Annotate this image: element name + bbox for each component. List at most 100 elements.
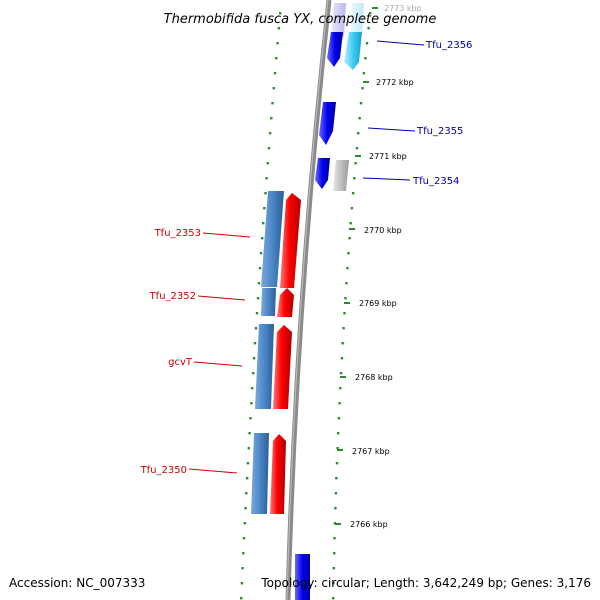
ring-dot	[369, 12, 372, 15]
leader-line	[376, 40, 425, 46]
gene-label-tfu-2356[interactable]: Tfu_2356	[376, 40, 472, 51]
tick-label: 2771 kbp	[369, 152, 407, 161]
ring-dot	[266, 162, 269, 165]
ring-dot	[261, 237, 264, 240]
ring-dot	[279, 12, 282, 15]
ring-dot	[358, 117, 361, 120]
ring-dot	[362, 72, 366, 75]
scale-ticks: 2773 kbp 2772 kbp 2771 kbp 2770 kbp 2769…	[335, 4, 422, 529]
gene-tfu-2354-arrow	[315, 158, 330, 189]
ring-dot	[332, 597, 335, 600]
leader-line	[193, 361, 243, 367]
gene-label-tfu-2353[interactable]: Tfu_2353	[154, 228, 251, 239]
gene-label-tfu-2354[interactable]: Tfu_2354	[362, 176, 459, 187]
gene-tfu-2352-arrow	[277, 288, 294, 317]
ring-dot	[268, 132, 272, 135]
gene-label-tfu-2355[interactable]: Tfu_2355	[367, 126, 463, 137]
accession-text: Accession: NC_007333	[9, 576, 145, 590]
scale-tick: 2773 kbp	[372, 4, 422, 13]
genome-backbone	[285, 0, 332, 600]
gene-tfu-2350-arrow	[270, 434, 286, 514]
leader-line	[188, 468, 238, 474]
gene-gcvt-arrow	[273, 325, 292, 409]
ring-dot	[367, 27, 370, 30]
cds-tfu-2350-bar	[251, 433, 269, 514]
ring-dot	[335, 462, 339, 465]
ring-dot	[242, 552, 245, 555]
ring-dot	[333, 537, 336, 540]
ring-dot	[241, 567, 244, 570]
gene-name[interactable]: Tfu_2350	[140, 465, 187, 476]
ring-dot	[265, 177, 268, 180]
ring-dot	[346, 267, 349, 270]
ring-dot	[342, 327, 345, 330]
scale-tick: 2769 kbp	[344, 299, 397, 308]
scale-tick: 2768 kbp	[340, 373, 393, 382]
gene-name[interactable]: Tfu_2354	[412, 176, 459, 187]
ring-dot	[334, 507, 337, 510]
ring-dot	[246, 462, 250, 465]
gene-label-tfu-2352[interactable]: Tfu_2352	[149, 291, 246, 302]
gene-label-gcvt[interactable]: gcvT	[168, 357, 243, 368]
ring-dot	[355, 147, 359, 150]
ring-dot	[248, 432, 251, 435]
ring-dot	[250, 402, 253, 405]
cds-tfu-2356-arrow	[344, 32, 362, 70]
ring-dot	[275, 57, 278, 60]
ring-dot	[353, 177, 356, 180]
tick-label: 2769 kbp	[359, 299, 397, 308]
scale-tick: 2772 kbp	[363, 78, 414, 87]
gene-name[interactable]: Tfu_2355	[416, 126, 463, 137]
map-title: Thermobifida fusca YX, complete genome	[164, 12, 437, 27]
ring-dot	[338, 402, 341, 405]
tick-label: 2767 kbp	[352, 447, 390, 456]
ring-dot	[245, 492, 248, 495]
ring-dot	[247, 447, 250, 450]
ring-dot	[264, 192, 267, 195]
ring-dot	[339, 372, 343, 375]
ring-dot	[249, 417, 252, 420]
tick-label: 2770 kbp	[364, 226, 402, 235]
ring-dot	[257, 282, 261, 285]
ring-dot	[348, 237, 351, 240]
leader-line	[367, 127, 416, 132]
ring-dot	[339, 387, 342, 390]
feature-bottom-reverse	[295, 554, 310, 600]
gene-name[interactable]: gcvT	[168, 357, 193, 368]
ring-dot	[271, 102, 274, 105]
ring-dot	[354, 162, 357, 165]
gene-tfu-2356-arrow	[327, 32, 343, 67]
ring-dot	[351, 192, 355, 195]
backbone-highlight	[286, 0, 329, 600]
scale-tick: 2766 kbp	[335, 520, 388, 529]
ring-dot	[277, 27, 281, 30]
ring-dot	[255, 312, 259, 315]
gene-name[interactable]: Tfu_2356	[425, 40, 472, 51]
leader-line	[197, 295, 246, 301]
ring-dot	[357, 132, 360, 135]
ring-dot	[365, 42, 369, 45]
cds-tfu-2352-bar	[261, 288, 276, 316]
ring-dot	[256, 297, 260, 300]
gene-name[interactable]: Tfu_2353	[154, 228, 201, 239]
ring-dot	[332, 567, 335, 570]
scale-tick: 2770 kbp	[349, 226, 402, 235]
ring-dot	[240, 582, 244, 585]
ring-dot	[341, 342, 344, 345]
gene-name[interactable]: Tfu_2352	[149, 291, 196, 302]
ring-dot	[252, 357, 256, 360]
ring-dot	[334, 492, 338, 495]
ring-dot	[259, 252, 263, 255]
ring-dot	[361, 87, 364, 90]
ring-dot	[335, 477, 338, 480]
ring-dot	[336, 447, 339, 450]
ring-dot	[340, 357, 344, 360]
ring-dot	[243, 522, 246, 525]
ring-dot	[332, 582, 335, 585]
ring-dot	[254, 327, 258, 330]
gene-label-tfu-2350[interactable]: Tfu_2350	[140, 465, 238, 476]
ring-dot	[349, 222, 352, 225]
cds-gcvt-bar	[255, 324, 274, 409]
ring-dot	[240, 597, 243, 600]
ring-dot	[251, 387, 254, 390]
